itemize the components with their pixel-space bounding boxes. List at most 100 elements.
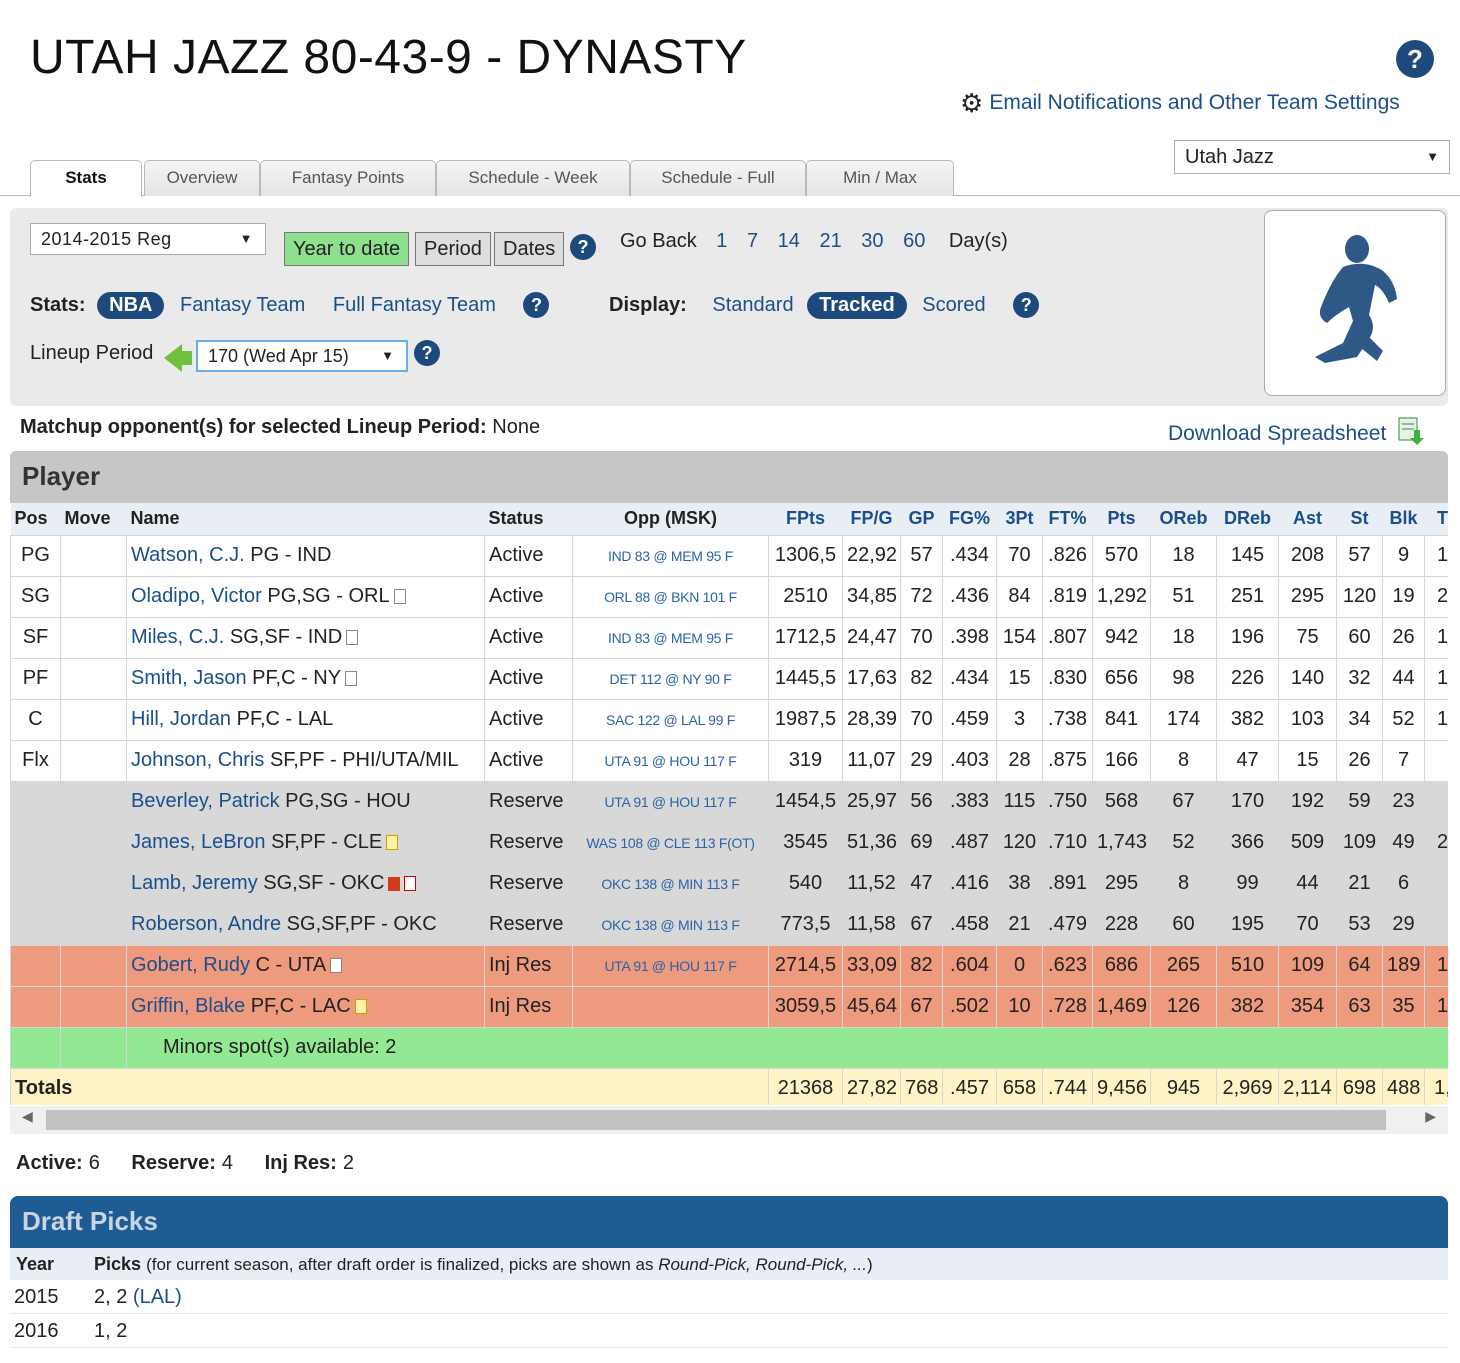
range-dates[interactable]: Dates	[494, 232, 565, 266]
column-header[interactable]: FP/G	[842, 503, 901, 536]
opponent-game[interactable]: IND 83 @ MEM 95 F	[572, 616, 769, 659]
range-period[interactable]: Period	[415, 232, 491, 266]
column-header[interactable]: 3Pt	[996, 503, 1043, 536]
help-icon[interactable]: ?	[523, 292, 550, 318]
tab-overview[interactable]: Overview	[144, 160, 260, 196]
scroll-right-icon[interactable]: ▶	[1425, 1108, 1436, 1124]
opponent-game[interactable]: UTA 91 @ HOU 117 F	[572, 780, 769, 823]
tab-fantasy-points[interactable]: Fantasy Points	[260, 160, 436, 196]
player-name-link[interactable]: Beverley, Patrick	[131, 790, 280, 812]
stats-full-fantasy-team[interactable]: Full Fantasy Team	[332, 294, 496, 316]
go-back-7[interactable]: 7	[746, 230, 759, 252]
player-table-scroll-area[interactable]: Pos Move Name Status Opp (MSK) FPts FP/G GP FG% 3…	[10, 503, 1448, 1105]
stat-cell: .459	[942, 698, 997, 741]
tab-min-max[interactable]: Min / Max	[806, 160, 954, 196]
team-select[interactable]: Utah Jazz ▼	[1174, 140, 1450, 174]
lineup-period-select[interactable]: 170 (Wed Apr 15) ▼	[196, 340, 408, 372]
display-tracked[interactable]: Tracked	[807, 292, 907, 319]
go-back-30[interactable]: 30	[861, 230, 884, 252]
opponent-game[interactable]: ORL 88 @ BKN 101 F	[572, 575, 769, 618]
column-header[interactable]: FPts	[768, 503, 843, 536]
move-cell[interactable]	[60, 780, 127, 823]
player-note-icon[interactable]	[393, 589, 406, 604]
player-name-link[interactable]: Hill, Jordan	[131, 708, 232, 730]
player-name-link[interactable]: Smith, Jason	[131, 667, 247, 689]
player-name-link[interactable]: Lamb, Jeremy	[131, 872, 258, 894]
player-name-link[interactable]: Roberson, Andre	[131, 913, 282, 935]
player-name-link[interactable]: Oladipo, Victor	[131, 585, 262, 607]
display-standard[interactable]: Standard	[712, 294, 794, 316]
draft-pick-team-link[interactable]: (LAL)	[132, 1286, 182, 1308]
opponent-game[interactable]: IND 83 @ MEM 95 F	[572, 534, 769, 577]
opponent-game[interactable]: UTA 91 @ HOU 117 F	[572, 944, 769, 987]
tab-schedule-week[interactable]: Schedule - Week	[436, 160, 630, 196]
tab-stats[interactable]: Stats	[30, 160, 142, 197]
go-back-1[interactable]: 1	[716, 230, 728, 252]
move-cell[interactable]	[60, 616, 127, 659]
player-news-icon[interactable]	[354, 999, 367, 1014]
column-header[interactable]: Blk	[1382, 503, 1425, 536]
horizontal-scrollbar[interactable]: ◀ ▶	[10, 1106, 1448, 1134]
download-spreadsheet-link[interactable]: Download Spreadsheet	[1168, 416, 1426, 446]
total-stat-cell: .744	[1042, 1067, 1093, 1105]
column-header[interactable]: Pts	[1092, 503, 1151, 536]
player-name-link[interactable]: Gobert, Rudy	[131, 954, 250, 976]
stat-cell: .416	[942, 862, 997, 905]
player-note-icon[interactable]	[330, 958, 343, 973]
go-back-60[interactable]: 60	[903, 230, 926, 252]
help-icon[interactable]: ?	[414, 340, 440, 366]
move-cell[interactable]	[60, 985, 127, 1028]
player-name-link[interactable]: Watson, C.J.	[131, 544, 245, 566]
go-back-14[interactable]: 14	[777, 230, 800, 252]
opponent-game[interactable]: OKC 138 @ MIN 113 F	[572, 862, 769, 905]
opponent-game[interactable]: WAS 108 @ CLE 113 F(OT)	[572, 821, 769, 864]
scrollbar-thumb[interactable]	[46, 1110, 1386, 1130]
move-cell[interactable]	[60, 739, 127, 782]
player-name-link[interactable]: Miles, C.J.	[131, 626, 225, 648]
player-note-icon[interactable]	[404, 876, 417, 891]
player-news-icon[interactable]	[386, 835, 399, 850]
season-select[interactable]: 2014-2015 Reg ▼	[30, 223, 266, 255]
move-cell[interactable]	[60, 944, 127, 987]
display-scored[interactable]: Scored	[922, 294, 986, 316]
stats-fantasy-team[interactable]: Fantasy Team	[180, 294, 306, 316]
stat-cell: 34,85	[842, 575, 901, 618]
move-cell[interactable]	[60, 821, 127, 864]
opponent-game[interactable]: SAC 122 @ LAL 99 F	[572, 698, 769, 741]
player-name-link[interactable]: Griffin, Blake	[131, 995, 246, 1017]
go-back-21[interactable]: 21	[819, 230, 842, 252]
move-cell[interactable]	[60, 657, 127, 700]
column-header[interactable]: FT%	[1042, 503, 1093, 536]
column-header[interactable]: OReb	[1150, 503, 1217, 536]
injury-flag-icon[interactable]	[388, 877, 401, 891]
player-name-link[interactable]: James, LeBron	[131, 831, 266, 853]
player-note-icon[interactable]	[345, 671, 358, 686]
column-header[interactable]: Ast	[1278, 503, 1337, 536]
opponent-game[interactable]: UTA 91 @ HOU 117 F	[572, 739, 769, 782]
move-cell[interactable]	[60, 534, 127, 577]
opponent-game[interactable]: OKC 138 @ MIN 113 F	[572, 903, 769, 946]
help-icon[interactable]: ?	[570, 234, 596, 260]
column-header[interactable]: DReb	[1216, 503, 1279, 536]
player-name-link[interactable]: Johnson, Chris	[131, 749, 265, 771]
help-icon[interactable]: ?	[1396, 40, 1434, 78]
help-icon[interactable]: ?	[1013, 292, 1040, 318]
previous-period-arrow-icon[interactable]	[164, 344, 182, 372]
opponent-game[interactable]: DET 112 @ NY 90 F	[572, 657, 769, 700]
tab-schedule-full[interactable]: Schedule - Full	[630, 160, 806, 196]
column-header[interactable]: GP	[900, 503, 943, 536]
player-note-icon[interactable]	[346, 630, 359, 645]
range-year-to-date[interactable]: Year to date	[284, 232, 410, 266]
opponent-game[interactable]	[572, 985, 769, 1028]
column-header[interactable]: St	[1336, 503, 1383, 536]
move-cell[interactable]	[60, 903, 127, 946]
draft-year: 2016	[14, 1320, 59, 1342]
move-cell[interactable]	[60, 698, 127, 741]
column-header[interactable]: T	[1424, 503, 1448, 536]
column-header[interactable]: FG%	[942, 503, 997, 536]
scroll-left-icon[interactable]: ◀	[22, 1108, 33, 1124]
move-cell[interactable]	[60, 575, 127, 618]
move-cell[interactable]	[60, 862, 127, 905]
team-settings-link[interactable]: ⚙ Email Notifications and Other Team Sett…	[960, 88, 1400, 119]
stats-nba[interactable]: NBA	[97, 292, 165, 319]
